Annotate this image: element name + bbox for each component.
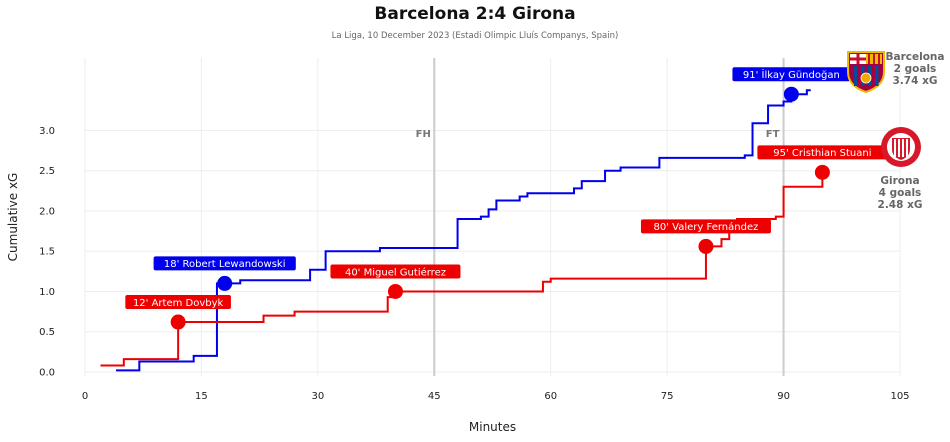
y-tick-label: 1.0 [39, 287, 55, 298]
girona-crest-shield [892, 138, 910, 160]
x-tick-label: 75 [661, 391, 674, 402]
series-line-barcelona [116, 89, 811, 372]
x-tick-label: 45 [428, 391, 441, 402]
x-tick-label: 15 [195, 391, 208, 402]
legend-goals-girona: 4 goals [879, 187, 922, 199]
goal-marker-girona [814, 164, 830, 180]
label-layer: 18' Robert Lewandowski 91' İlkay Gündoğan… [125, 67, 888, 310]
girona-crest-stripe [898, 139, 900, 157]
barcelona-crest-cross [850, 57, 866, 61]
legend-xg-girona: 2.48 xG [878, 199, 923, 211]
x-axis-label: Minutes [469, 420, 516, 434]
vline-layer: FH FT [416, 58, 785, 376]
vline-label-ft: FT [766, 129, 780, 140]
barcelona-crest-stripe [873, 54, 875, 64]
barcelona-crest-ball [860, 72, 872, 84]
legend-xg-barcelona: 3.74 xG [893, 75, 938, 87]
legend-goals-barcelona: 2 goals [894, 63, 937, 75]
goal-label-box-girona [640, 219, 771, 234]
goal-label-box-barcelona [153, 256, 296, 271]
goal-label-box-girona [125, 295, 231, 310]
y-tick-label: 0.0 [39, 367, 55, 378]
axis-layer: 0 15 30 45 60 75 90 105 0.0 0.5 1.0 1.5 2.0 2.5 3.0 Min… [6, 126, 910, 434]
legend-team-girona: Girona [880, 175, 919, 187]
y-tick-label: 2.5 [39, 166, 55, 177]
y-tick-label: 3.0 [39, 126, 55, 137]
marker-layer [170, 86, 830, 330]
barcelona-crest-blaugrana [854, 66, 858, 86]
y-tick-label: 0.5 [39, 327, 55, 338]
goal-label-girona: 40' Miguel Gutiérrez [345, 266, 446, 278]
x-tick-label: 0 [82, 391, 88, 402]
goal-label-girona: 12' Artem Dovbyk [133, 298, 224, 309]
goal-label-barcelona: 91' İlkay Gündoğan [743, 68, 840, 81]
girona-crest-stripe [906, 139, 908, 157]
girona-crest-stripe [902, 139, 904, 157]
goal-label-girona: 95' Cristhian Stuani [773, 148, 871, 159]
goal-label-girona: 80' Valery Fernández [654, 221, 759, 233]
chart-title: Barcelona 2:4 Girona [374, 4, 576, 24]
series-layer [100, 89, 824, 372]
x-tick-label: 90 [777, 391, 790, 402]
series-line-girona [100, 172, 824, 367]
barcelona-crest-stripe [868, 54, 870, 64]
x-tick-label: 30 [311, 391, 324, 402]
y-tick-label: 1.5 [39, 247, 55, 258]
goal-label-barcelona: 18' Robert Lewandowski [164, 259, 286, 270]
goal-marker-barcelona [783, 86, 799, 102]
y-axis-label: Cumulative xG [6, 173, 20, 262]
vline-label-fh: FH [416, 129, 431, 140]
x-tick-label: 105 [890, 391, 909, 402]
goal-marker-girona [698, 238, 714, 254]
goal-label-box-barcelona [732, 67, 851, 82]
goal-label-box-girona [757, 145, 888, 160]
goal-label-box-girona [330, 264, 461, 279]
goal-marker-barcelona [217, 275, 233, 291]
x-tick-label: 60 [544, 391, 557, 402]
barcelona-crest-stripe [878, 54, 880, 64]
goal-marker-girona [170, 314, 186, 330]
barcelona-crest-blaugrana [875, 66, 879, 86]
girona-crest-stripe [894, 139, 896, 157]
goal-marker-girona [387, 283, 403, 299]
y-tick-label: 2.0 [39, 206, 55, 217]
legend-team-barcelona: Barcelona [886, 51, 945, 63]
chart-subtitle: La Liga, 10 December 2023 (Estadi Olimpi… [331, 31, 619, 41]
